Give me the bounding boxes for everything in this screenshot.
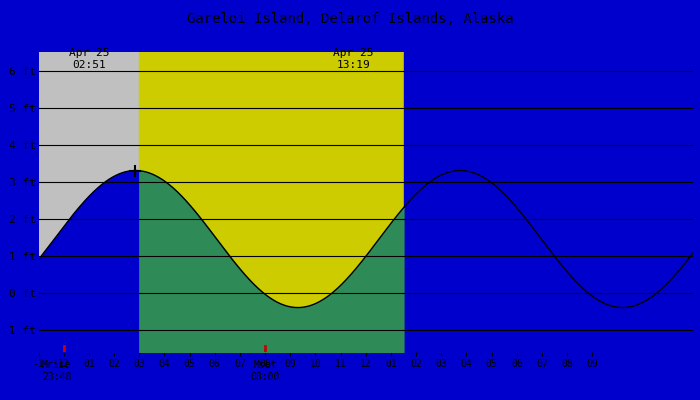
Text: Mrise
23:48: Mrise 23:48	[42, 360, 71, 382]
Text: Apr 25
02:51: Apr 25 02:51	[69, 48, 109, 70]
Text: Mset
08:00: Mset 08:00	[251, 360, 280, 382]
Bar	[139, 52, 403, 352]
Text: Apr 25
13:19: Apr 25 13:19	[333, 48, 373, 70]
Bar	[38, 52, 139, 352]
Text: Gareloi Island, Delarof Islands, Alaska: Gareloi Island, Delarof Islands, Alaska	[187, 12, 513, 26]
Bar	[403, 52, 693, 352]
